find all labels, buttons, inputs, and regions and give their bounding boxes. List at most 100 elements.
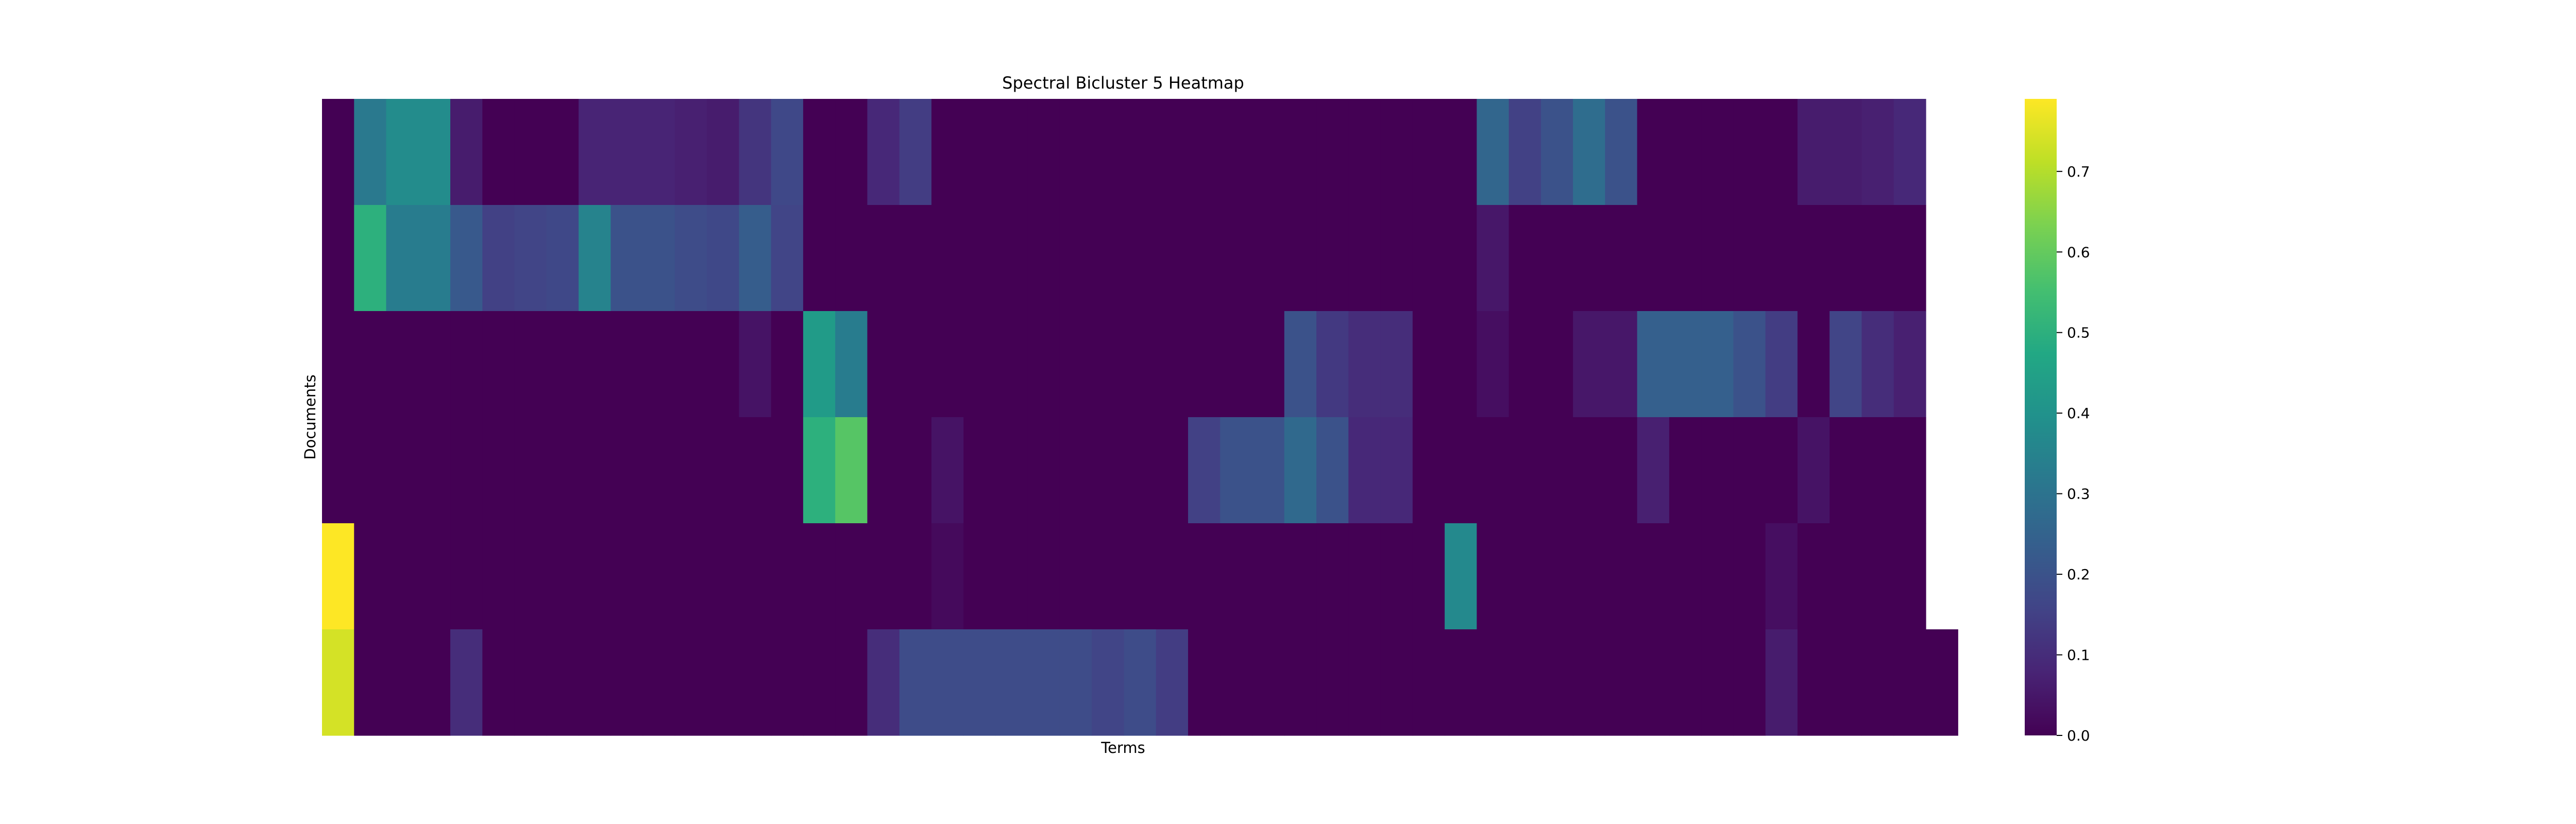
heatmap-cell-r0-c10 [642, 99, 675, 205]
heatmap-cell-r1-c30 [1284, 205, 1317, 312]
heatmap-cell-r5-c10 [642, 629, 675, 736]
heatmap-cell-r1-c21 [995, 205, 1028, 312]
heatmap-cell-r4-c21 [995, 523, 1028, 630]
heatmap-cell-r1-c36 [1477, 205, 1510, 312]
heatmap-cell-r5-c49 [1893, 629, 1926, 736]
heatmap-cell-r4-c7 [546, 523, 579, 630]
heatmap-cell-r5-c46 [1797, 629, 1830, 736]
heatmap-cell-r4-c1 [354, 523, 387, 630]
heatmap-cell-r3-c37 [1509, 417, 1541, 524]
heatmap-cell-r5-c12 [707, 629, 739, 736]
heatmap-cell-r3-c0 [322, 417, 354, 524]
heatmap-cell-r4-c0 [322, 523, 354, 630]
heatmap-cell-r1-c12 [707, 205, 739, 312]
heatmap-cell-r2-c10 [642, 311, 675, 418]
heatmap-cell-r5-c15 [803, 629, 836, 736]
heatmap-cell-r2-c28 [1220, 311, 1253, 418]
heatmap-cell-r5-c38 [1540, 629, 1573, 736]
heatmap-cell-r3-c39 [1573, 417, 1605, 524]
heatmap-cell-r1-c28 [1220, 205, 1253, 312]
heatmap-cell-r4-c4 [450, 523, 483, 630]
heatmap-cell-r3-c43 [1701, 417, 1734, 524]
heatmap-cell-r3-c21 [995, 417, 1028, 524]
heatmap-cell-r0-c21 [995, 99, 1028, 205]
heatmap-cell-r4-c47 [1829, 523, 1862, 630]
heatmap-cell-r4-c5 [482, 523, 515, 630]
heatmap-cell-r5-c20 [963, 629, 996, 736]
heatmap-cell-r1-c29 [1252, 205, 1285, 312]
heatmap-cell-r1-c18 [899, 205, 932, 312]
heatmap-cell-r5-c8 [579, 629, 611, 736]
heatmap-cell-r1-c6 [514, 205, 547, 312]
heatmap-cell-r2-c19 [931, 311, 964, 418]
heatmap-cell-r0-c2 [386, 99, 419, 205]
heatmap-cell-r0-c38 [1540, 99, 1573, 205]
heatmap-cell-r1-c1 [354, 205, 387, 312]
heatmap-cell-r0-c1 [354, 99, 387, 205]
heatmap-cell-r5-c45 [1765, 629, 1798, 736]
x-axis-label: Terms [1100, 739, 1145, 757]
heatmap-cell-r2-c4 [450, 311, 483, 418]
heatmap-cell-r3-c33 [1380, 417, 1413, 524]
heatmap-cell-r5-c5 [482, 629, 515, 736]
heatmap-cell-r5-c41 [1637, 629, 1670, 736]
heatmap-cell-r5-c37 [1509, 629, 1541, 736]
heatmap-cell-r0-c49 [1893, 99, 1926, 205]
heatmap-cell-r1-c17 [867, 205, 900, 312]
heatmap-cell-r4-c49 [1893, 523, 1926, 630]
heatmap-cell-r2-c5 [482, 311, 515, 418]
heatmap-cell-r0-c9 [611, 99, 643, 205]
heatmap-cell-r4-c38 [1540, 523, 1573, 630]
heatmap-cell-r3-c41 [1637, 417, 1670, 524]
heatmap-cell-r1-c11 [674, 205, 707, 312]
heatmap-cell-r4-c18 [899, 523, 932, 630]
heatmap-cell-r5-c14 [771, 629, 804, 736]
heatmap-cell-r0-c0 [322, 99, 354, 205]
colorbar-tick-label: 0.4 [2067, 405, 2090, 422]
heatmap-cell-r2-c34 [1412, 311, 1445, 418]
heatmap-cell-r3-c25 [1124, 417, 1157, 524]
heatmap-cell-r3-c31 [1316, 417, 1349, 524]
heatmap-cell-r5-c43 [1701, 629, 1734, 736]
heatmap-cell-r0-c14 [771, 99, 804, 205]
heatmap-cell-r4-c20 [963, 523, 996, 630]
heatmap-cell-r1-c26 [1156, 205, 1189, 312]
heatmap-cell-r3-c4 [450, 417, 483, 524]
heatmap-cell-r1-c38 [1540, 205, 1573, 312]
heatmap-cell-r1-c31 [1316, 205, 1349, 312]
heatmap-cell-r1-c14 [771, 205, 804, 312]
heatmap-cell-r1-c40 [1605, 205, 1638, 312]
heatmap-cell-r5-c39 [1573, 629, 1605, 736]
heatmap-cell-r0-c48 [1861, 99, 1894, 205]
heatmap-cell-r1-c45 [1765, 205, 1798, 312]
heatmap-cell-r2-c24 [1092, 311, 1125, 418]
heatmap-cell-r0-c39 [1573, 99, 1605, 205]
heatmap-cell-r3-c9 [611, 417, 643, 524]
heatmap-cell-r0-c16 [835, 99, 868, 205]
heatmap-cell-r0-c17 [867, 99, 900, 205]
colorbar [2025, 99, 2057, 735]
colorbar-tick-label: 0.6 [2067, 244, 2090, 261]
heatmap-cell-r3-c23 [1059, 417, 1092, 524]
heatmap-cell-r2-c30 [1284, 311, 1317, 418]
heatmap-cell-r4-c37 [1509, 523, 1541, 630]
heatmap-cell-r5-c3 [418, 629, 451, 736]
heatmap-cell-r1-c10 [642, 205, 675, 312]
heatmap-cell-r3-c1 [354, 417, 387, 524]
heatmap-cell-r1-c44 [1733, 205, 1766, 312]
heatmap-cell-r2-c8 [579, 311, 611, 418]
heatmap-cell-r4-c14 [771, 523, 804, 630]
heatmap-cell-r2-c1 [354, 311, 387, 418]
heatmap-cell-r5-c21 [995, 629, 1028, 736]
heatmap-cell-r3-c49 [1893, 417, 1926, 524]
heatmap-cell-r0-c37 [1509, 99, 1541, 205]
heatmap-cell-r0-c31 [1316, 99, 1349, 205]
heatmap-cell-r3-c38 [1540, 417, 1573, 524]
heatmap-cell-r2-c12 [707, 311, 739, 418]
heatmap-cell-r0-c47 [1829, 99, 1862, 205]
heatmap-cell-r2-c45 [1765, 311, 1798, 418]
colorbar-tick-label: 0.0 [2067, 727, 2090, 744]
heatmap-cell-r5-c30 [1284, 629, 1317, 736]
heatmap-cell-r4-c41 [1637, 523, 1670, 630]
heatmap-cell-r2-c0 [322, 311, 354, 418]
